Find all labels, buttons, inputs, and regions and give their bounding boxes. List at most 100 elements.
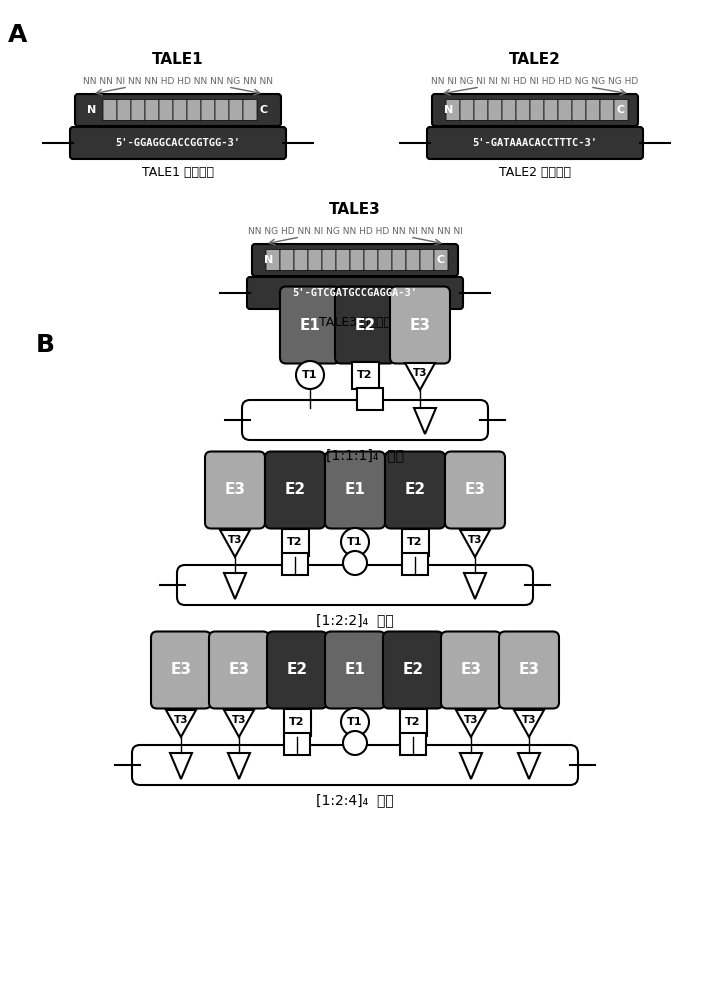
Text: E2: E2 — [286, 662, 307, 678]
Text: E1: E1 — [344, 662, 366, 678]
FancyBboxPatch shape — [400, 708, 427, 736]
FancyBboxPatch shape — [364, 249, 378, 270]
Text: E3: E3 — [170, 662, 192, 678]
FancyBboxPatch shape — [75, 94, 281, 126]
Text: E2: E2 — [354, 318, 376, 332]
FancyBboxPatch shape — [284, 733, 310, 755]
FancyBboxPatch shape — [177, 565, 533, 605]
FancyBboxPatch shape — [243, 100, 257, 120]
FancyBboxPatch shape — [432, 94, 638, 126]
FancyBboxPatch shape — [242, 400, 488, 440]
Polygon shape — [414, 408, 436, 434]
FancyBboxPatch shape — [265, 452, 325, 528]
Circle shape — [341, 528, 369, 556]
Text: E3: E3 — [410, 318, 430, 332]
Text: NN NG HD NN NI NG NN HD HD NN NI NN NN NI: NN NG HD NN NI NG NN HD HD NN NI NN NN N… — [248, 228, 462, 236]
Polygon shape — [224, 710, 254, 737]
Text: E3: E3 — [229, 662, 249, 678]
Polygon shape — [405, 363, 435, 390]
FancyBboxPatch shape — [530, 100, 544, 120]
Text: 5'-GTCGATGCCGAGGA-3': 5'-GTCGATGCCGAGGA-3' — [293, 288, 417, 298]
FancyBboxPatch shape — [600, 100, 614, 120]
FancyBboxPatch shape — [427, 127, 643, 159]
Polygon shape — [220, 530, 250, 557]
Text: E3: E3 — [224, 483, 246, 497]
Text: A: A — [9, 23, 28, 47]
FancyBboxPatch shape — [499, 632, 559, 708]
Text: B: B — [36, 333, 55, 357]
FancyBboxPatch shape — [145, 100, 159, 120]
FancyBboxPatch shape — [502, 100, 516, 120]
Text: 5'-GATAAACACCTTTC-3': 5'-GATAAACACCTTTC-3' — [472, 138, 598, 148]
Text: T1: T1 — [302, 370, 318, 380]
FancyBboxPatch shape — [215, 100, 229, 120]
Polygon shape — [456, 710, 486, 737]
FancyBboxPatch shape — [357, 388, 383, 410]
Circle shape — [343, 551, 367, 575]
Text: C: C — [617, 105, 625, 115]
Text: E3: E3 — [464, 483, 486, 497]
Polygon shape — [170, 753, 192, 779]
Text: N: N — [87, 105, 97, 115]
Polygon shape — [460, 530, 490, 557]
Text: [1:2:4]₄  支架: [1:2:4]₄ 支架 — [316, 793, 394, 807]
FancyBboxPatch shape — [280, 249, 294, 270]
Text: TALE1 结合基序: TALE1 结合基序 — [142, 166, 214, 180]
FancyBboxPatch shape — [325, 632, 385, 708]
Polygon shape — [224, 573, 246, 599]
FancyBboxPatch shape — [103, 100, 117, 120]
Text: E2: E2 — [285, 483, 305, 497]
Text: T2: T2 — [288, 537, 302, 547]
FancyBboxPatch shape — [392, 249, 406, 270]
Text: T2: T2 — [408, 537, 422, 547]
FancyBboxPatch shape — [282, 553, 308, 575]
FancyBboxPatch shape — [247, 277, 463, 309]
Text: T3: T3 — [413, 368, 427, 378]
FancyBboxPatch shape — [434, 249, 448, 270]
FancyBboxPatch shape — [446, 100, 460, 120]
Text: T3: T3 — [522, 715, 536, 725]
FancyBboxPatch shape — [151, 632, 211, 708]
FancyBboxPatch shape — [544, 100, 558, 120]
Polygon shape — [460, 753, 482, 779]
FancyBboxPatch shape — [351, 361, 378, 388]
Circle shape — [343, 731, 367, 755]
FancyBboxPatch shape — [614, 100, 628, 120]
Text: C: C — [437, 255, 445, 265]
FancyBboxPatch shape — [572, 100, 586, 120]
FancyBboxPatch shape — [322, 249, 336, 270]
Text: E1: E1 — [300, 318, 320, 332]
Text: E1: E1 — [344, 483, 366, 497]
Polygon shape — [228, 753, 250, 779]
Text: T1: T1 — [347, 537, 363, 547]
Text: TALE3 结合基序: TALE3 结合基序 — [319, 316, 391, 330]
FancyBboxPatch shape — [159, 100, 173, 120]
Text: T2: T2 — [289, 717, 305, 727]
Text: N: N — [444, 105, 454, 115]
FancyBboxPatch shape — [385, 452, 445, 528]
Text: T3: T3 — [468, 535, 482, 545]
Text: TALE3: TALE3 — [329, 202, 381, 218]
Circle shape — [296, 361, 324, 389]
Polygon shape — [166, 710, 196, 737]
FancyBboxPatch shape — [420, 249, 434, 270]
FancyBboxPatch shape — [252, 244, 458, 276]
Text: E3: E3 — [461, 662, 481, 678]
FancyBboxPatch shape — [445, 452, 505, 528]
FancyBboxPatch shape — [308, 249, 322, 270]
FancyBboxPatch shape — [378, 249, 392, 270]
FancyBboxPatch shape — [441, 632, 501, 708]
FancyBboxPatch shape — [173, 100, 187, 120]
FancyBboxPatch shape — [132, 745, 578, 785]
FancyBboxPatch shape — [586, 100, 600, 120]
Text: T3: T3 — [174, 715, 188, 725]
FancyBboxPatch shape — [281, 528, 309, 556]
FancyBboxPatch shape — [558, 100, 572, 120]
FancyBboxPatch shape — [205, 452, 265, 528]
FancyBboxPatch shape — [336, 249, 350, 270]
Text: T3: T3 — [231, 715, 246, 725]
FancyBboxPatch shape — [229, 100, 243, 120]
Text: TALE2 结合基序: TALE2 结合基序 — [499, 166, 571, 180]
FancyBboxPatch shape — [488, 100, 502, 120]
FancyBboxPatch shape — [280, 286, 340, 363]
